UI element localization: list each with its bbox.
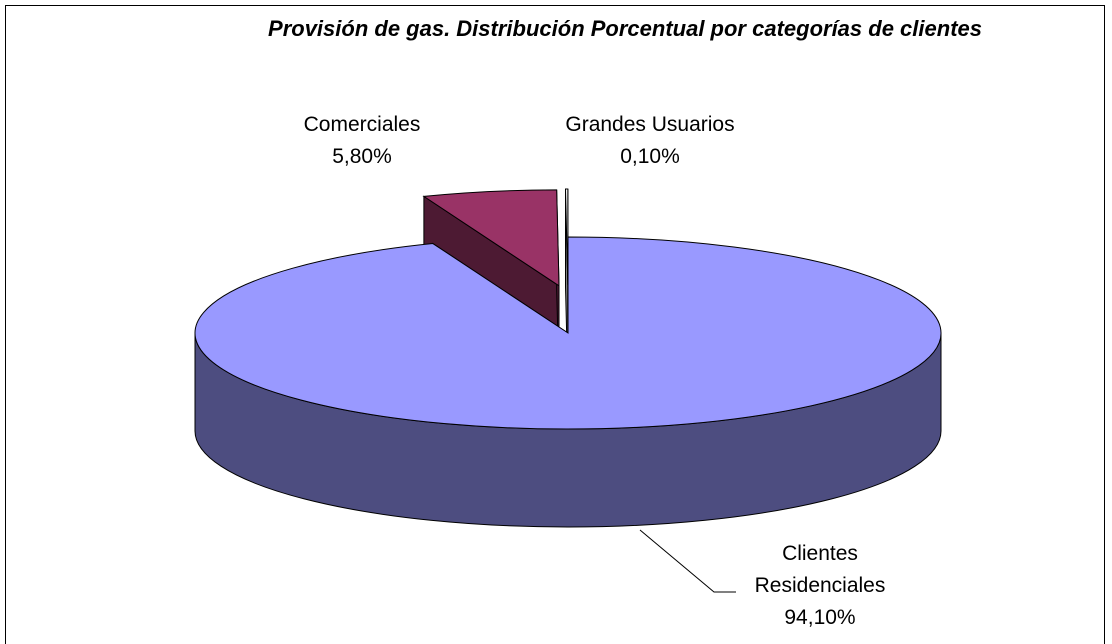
slice-top (194, 236, 942, 430)
leader-line (639, 529, 736, 593)
chart-title: Provisión de gas. Distribución Porcentua… (268, 16, 982, 41)
category-label: Comerciales (304, 113, 421, 136)
category-label: Grandes Usuarios (565, 113, 734, 136)
value-label: 0,10% (620, 145, 680, 168)
category-label: Clientes Residenciales (755, 542, 886, 597)
value-label: 5,80% (332, 145, 392, 168)
slice-top (564, 188, 569, 286)
pie-slice (194, 236, 942, 528)
value-label: 94,10% (784, 606, 855, 629)
slice-top (422, 189, 560, 287)
